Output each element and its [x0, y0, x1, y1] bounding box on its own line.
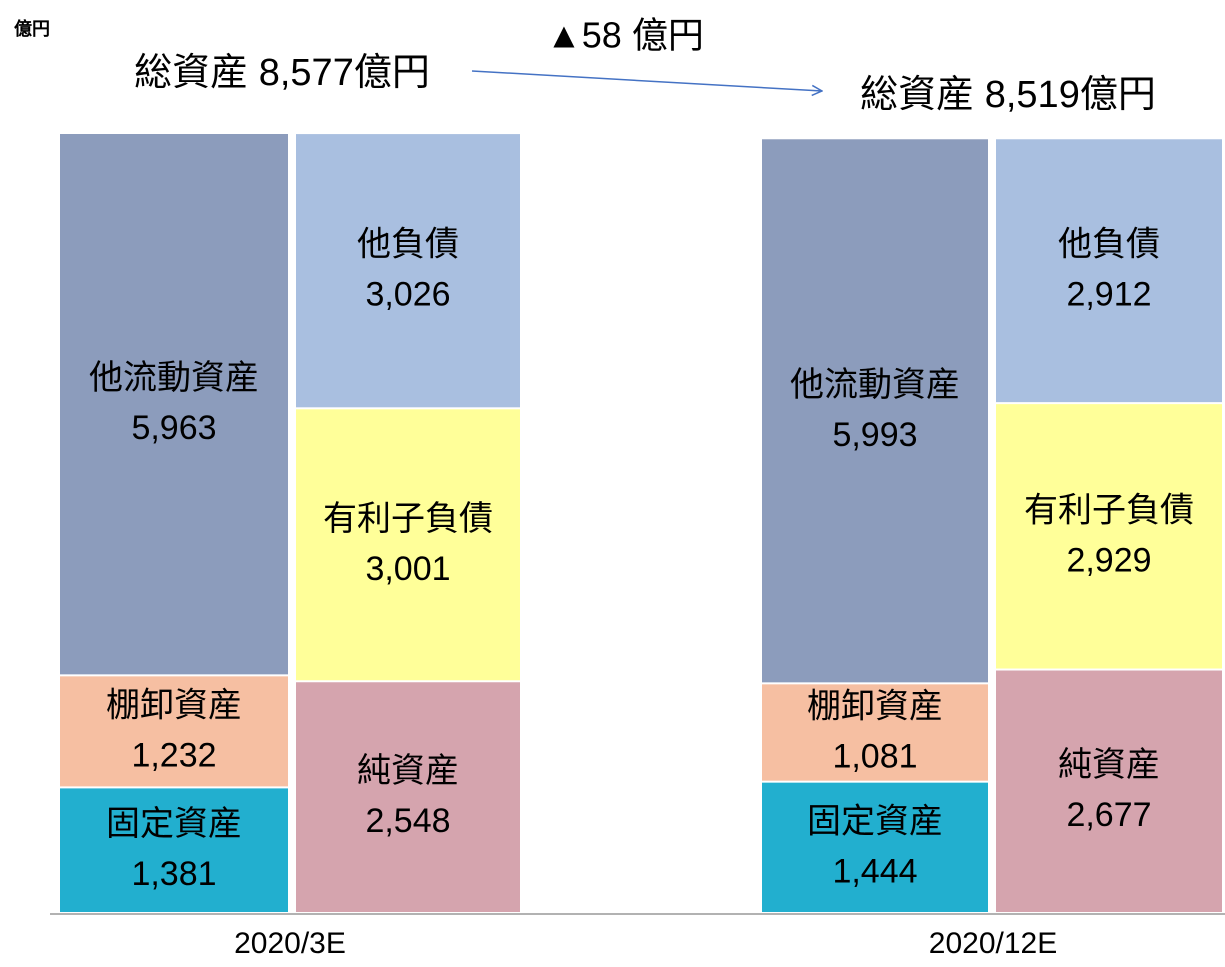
segment-name: 他流動資産	[790, 366, 960, 404]
data-label: 2,677	[1066, 796, 1151, 834]
bar-segment	[296, 682, 520, 912]
data-label: 3,001	[365, 550, 450, 588]
bar-segment	[996, 139, 1222, 403]
total-label: 総資産 8,577億円	[134, 52, 430, 94]
segment-name: 純資産	[1058, 746, 1160, 784]
segment-name: 棚卸資産	[106, 686, 242, 724]
segment-name: 棚卸資産	[807, 687, 943, 725]
total-label: 総資産 8,519億円	[860, 74, 1156, 116]
bar-segment	[762, 139, 988, 683]
data-label: 3,026	[365, 276, 450, 314]
bar-segment	[996, 670, 1222, 912]
bar-segment	[296, 409, 520, 681]
segment-name: 他流動資産	[89, 359, 259, 397]
data-label: 1,081	[832, 737, 917, 775]
data-label: 1,381	[131, 855, 216, 893]
data-label: 1,232	[131, 736, 216, 774]
x-tick-label: 2020/3E	[234, 927, 346, 960]
segment-name: 有利子負債	[323, 500, 493, 538]
segment-name: 有利子負債	[1024, 491, 1194, 529]
bar-segment	[296, 134, 520, 408]
data-label: 5,963	[131, 409, 216, 447]
bar-segment	[60, 134, 288, 675]
unit-label: 億円	[14, 18, 50, 39]
segment-name: 他負債	[1058, 226, 1160, 264]
data-label: 2,548	[365, 802, 450, 840]
segment-name: 純資産	[357, 752, 459, 790]
annotation: ▲58 億円	[546, 15, 704, 56]
bar-segment	[762, 684, 988, 781]
x-tick-label: 2020/12E	[929, 927, 1057, 960]
bar-segment	[60, 676, 288, 787]
arrow	[471, 70, 822, 91]
data-label: 1,444	[832, 852, 917, 890]
segment-name: 固定資産	[106, 805, 242, 843]
segment-name: 固定資産	[807, 802, 943, 840]
data-label: 5,993	[832, 416, 917, 454]
data-label: 2,929	[1066, 541, 1151, 579]
data-label: 2,912	[1066, 276, 1151, 314]
segment-name: 他負債	[357, 226, 459, 264]
bar-segment	[996, 404, 1222, 669]
bar-segment	[60, 788, 288, 912]
bar-segment	[762, 782, 988, 912]
